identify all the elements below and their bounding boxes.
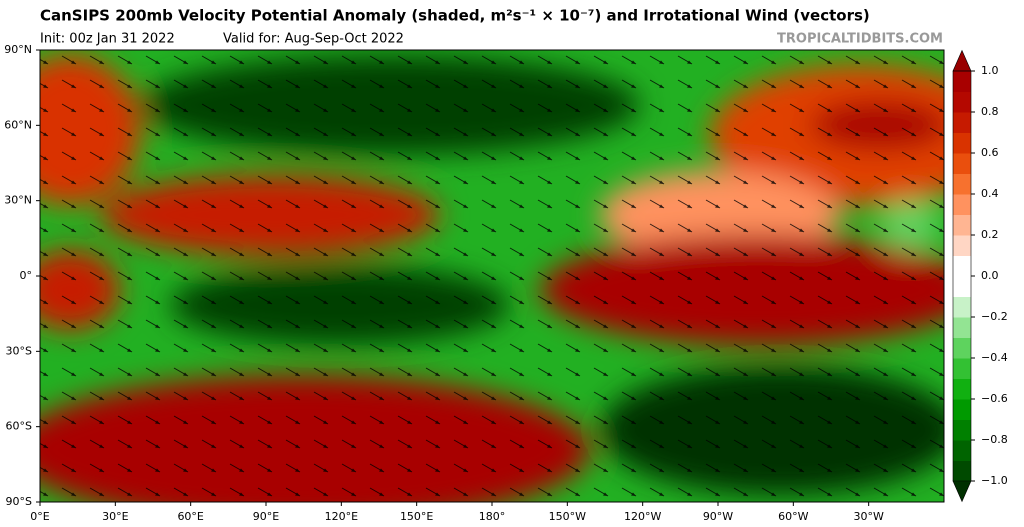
lon-label: 0°E <box>30 510 49 523</box>
colorbar-level <box>953 235 971 256</box>
lat-label: 30°N <box>4 194 32 207</box>
colorbar-tick-label: −0.8 <box>981 433 1008 446</box>
lon-label: 30°W <box>853 510 883 523</box>
colorbar-tick-label: −0.4 <box>981 351 1008 364</box>
lon-label: 180° <box>479 510 506 523</box>
colorbar-level <box>953 358 971 379</box>
colorbar-tick-label: 0.0 <box>981 269 999 282</box>
lat-label: 60°N <box>4 118 32 131</box>
lat-label: 30°S <box>6 344 32 357</box>
lon-label: 90°W <box>703 510 733 523</box>
colorbar-tick-label: 0.2 <box>981 228 999 241</box>
axes: 90°N 60°N 30°N 0° 30°S 60°S 90°S 0°E 30°E 60°E 90°… <box>4 43 884 523</box>
colorbar-tick-label: 0.6 <box>981 146 999 159</box>
colorbar-tick-label: 0.8 <box>981 105 999 118</box>
colorbar-tick-label: −1.0 <box>981 474 1008 487</box>
colorbar-level <box>953 153 971 174</box>
lon-label: 60°W <box>778 510 808 523</box>
colorbar-tick-label: 1.0 <box>981 64 999 77</box>
colorbar-level <box>953 173 971 195</box>
colorbar-extend-high <box>952 49 972 72</box>
lon-label: 120°E <box>325 510 358 523</box>
colorbar-level <box>953 132 971 154</box>
title: CanSIPS 200mb Velocity Potential Anomaly… <box>40 7 870 25</box>
lat-label: 0° <box>20 269 33 282</box>
lon-label: 150°W <box>549 510 586 523</box>
lat-label: 90°N <box>4 43 32 56</box>
colorbar-level <box>953 440 971 461</box>
colorbar-level <box>953 112 971 133</box>
lat-label: 90°S <box>6 495 32 508</box>
colorbar-level <box>953 317 971 338</box>
init-time: Init: 00z Jan 31 2022 <box>40 32 175 47</box>
lat-label: 60°S <box>6 420 32 433</box>
colorbar-level <box>953 276 971 297</box>
colorbar-level <box>953 255 971 277</box>
colorbar-tick-label: −0.6 <box>981 392 1008 405</box>
valid-time: Valid for: Aug-Sep-Oct 2022 <box>223 32 404 47</box>
colorbar: 1.0 0.8 0.6 0.4 0.2 0.0 −0.2 −0.4 −0.6 −0.8 −1.0 <box>952 49 1008 503</box>
colorbar-extend-low <box>952 480 972 503</box>
colorbar-level <box>953 378 971 400</box>
source: TROPICALTIDBITS.COM <box>777 32 943 47</box>
colorbar-level <box>953 460 971 482</box>
colorbar-level <box>953 194 971 215</box>
colorbar-level <box>953 337 971 359</box>
lon-label: 60°E <box>177 510 203 523</box>
colorbar-tick-label: −0.2 <box>981 310 1008 323</box>
colorbar-level <box>953 296 971 318</box>
lon-label: 150°E <box>400 510 433 523</box>
map-field <box>40 50 944 502</box>
lon-label: 120°W <box>624 510 661 523</box>
lon-label: 90°E <box>253 510 279 523</box>
lon-label: 30°E <box>102 510 128 523</box>
colorbar-tick-label: 0.4 <box>981 187 999 200</box>
colorbar-level <box>953 419 971 441</box>
colorbar-level <box>953 71 971 92</box>
colorbar-level <box>953 399 971 420</box>
colorbar-level <box>953 91 971 113</box>
colorbar-level <box>953 214 971 236</box>
